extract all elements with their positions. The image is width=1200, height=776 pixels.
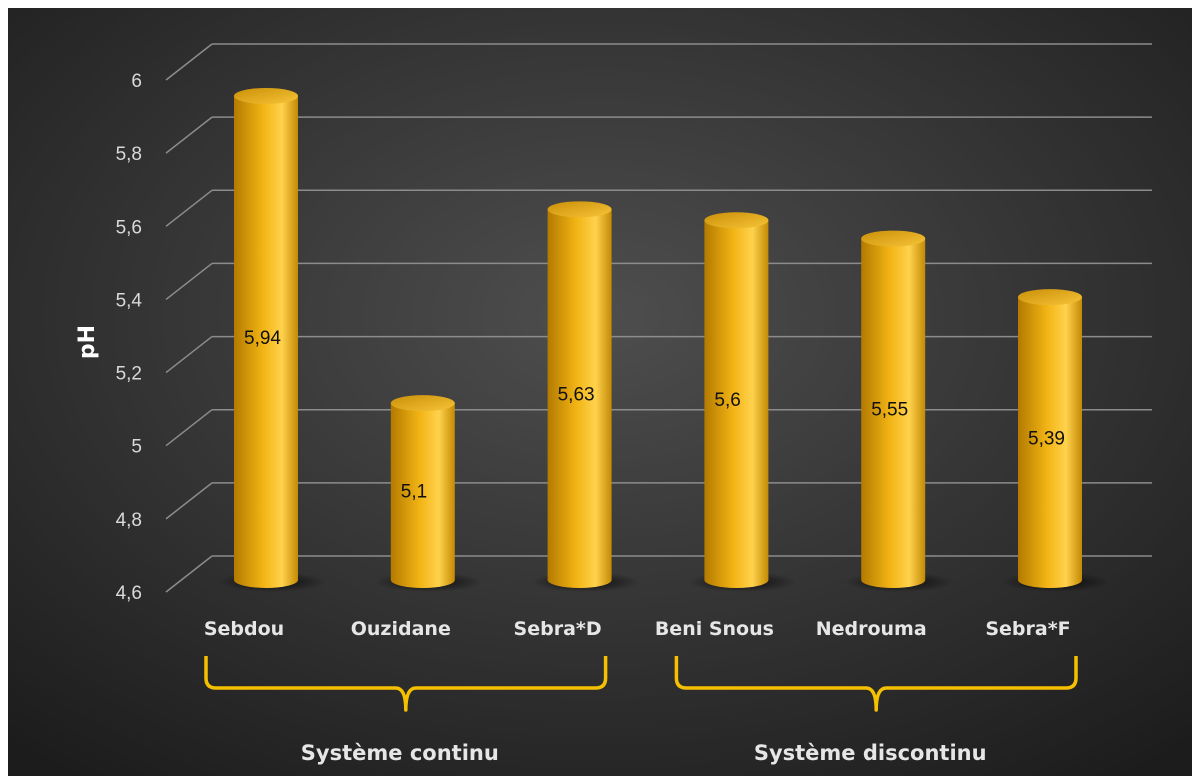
data-label: 5,94: [244, 328, 281, 349]
gridline: [165, 43, 1152, 81]
bar-body: [861, 238, 926, 589]
group-bracket: [674, 656, 1078, 712]
data-label: 5,6: [714, 390, 740, 411]
data-label: 5,55: [871, 399, 908, 420]
category-label: Sebra*F: [985, 618, 1070, 640]
bar-body: [1018, 297, 1082, 588]
category-label: Nedrouma: [816, 618, 927, 640]
bar-top: [1018, 289, 1082, 306]
bar-top: [234, 87, 298, 104]
bar: 5,6: [688, 212, 797, 592]
y-tick-label: 4,6: [116, 583, 142, 604]
category-labels: Sebdou Ouzidane Sebra*D Beni Snous Nedrouma S…: [204, 618, 1071, 640]
gridline: [165, 555, 1152, 593]
bar: 5,55: [845, 230, 954, 592]
y-tick-label: 5,8: [116, 144, 142, 165]
category-label: Sebdou: [204, 618, 284, 640]
gridline: [165, 335, 1152, 374]
chart-svg: 4,64,855,25,45,65,86 pH 5,945,15,63 5,6 5,…: [8, 8, 1192, 776]
group-brackets: Système continu Système discontinu: [204, 656, 1078, 765]
data-label: 5,1: [401, 482, 427, 503]
bar-top: [547, 201, 612, 218]
group-label: Système continu: [301, 741, 499, 765]
bars: 5,94 5,1 5,63 5,6 5,55 5,39: [218, 87, 1110, 592]
gridline: [165, 262, 1152, 301]
bar: 5,94: [218, 87, 326, 592]
bar-body: [547, 209, 612, 589]
bar-body: [704, 220, 769, 589]
bar: 5,39: [1002, 289, 1110, 592]
gridline: [165, 116, 1152, 154]
y-tick-label: 4,8: [116, 510, 142, 531]
gridline: [165, 189, 1152, 227]
gridlines: [165, 43, 1152, 593]
data-label: 5,39: [1028, 429, 1065, 450]
group-bracket: [204, 656, 608, 712]
bar-top: [390, 395, 455, 412]
y-tick-label: 5: [131, 437, 142, 458]
category-label: Sebra*D: [514, 618, 602, 640]
chart-container: 4,6 4,8 5 5,2 5,4 5,6 5,8 6 pH 5,94 5,1 5,63 5,6 5,…: [8, 8, 1192, 776]
bar-body: [390, 403, 455, 588]
group-label: Système discontinu: [754, 741, 987, 765]
gridline: [165, 408, 1152, 447]
category-label: Ouzidane: [351, 618, 451, 640]
y-axis-title: pH: [75, 325, 100, 359]
bar-body: [234, 95, 298, 588]
gridline: [165, 482, 1152, 520]
bar: 5,63: [531, 201, 640, 592]
group: Système continu: [204, 656, 608, 765]
bar: 5,1: [374, 395, 483, 592]
y-tick-label: 5,2: [116, 364, 142, 385]
data-label: 5,63: [558, 385, 595, 406]
y-axis-ticks: 4,6 4,8 5 5,2 5,4 5,6 5,8 6: [116, 71, 143, 604]
group: Système discontinu: [674, 656, 1078, 765]
category-label: Beni Snous: [655, 618, 774, 640]
bar-top: [861, 230, 926, 247]
y-tick-label: 6: [131, 71, 142, 92]
y-tick-label: 5,6: [116, 217, 142, 238]
y-tick-label: 5,4: [116, 290, 143, 311]
bar-top: [704, 212, 769, 229]
